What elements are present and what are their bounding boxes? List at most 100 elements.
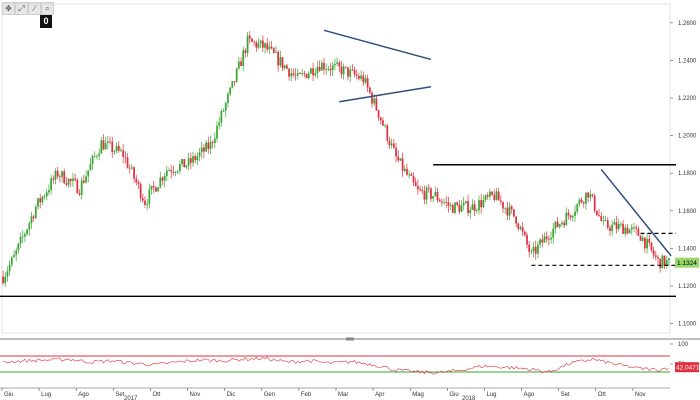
candle — [286, 64, 288, 70]
candle-body — [517, 223, 520, 229]
pencil-icon[interactable]: ∕ — [28, 2, 41, 15]
rsi-line — [2, 356, 670, 375]
candle — [78, 189, 81, 197]
candle — [318, 60, 321, 72]
candle-body — [4, 276, 7, 284]
candle — [277, 50, 280, 72]
candle — [519, 225, 522, 231]
candle-body — [384, 125, 386, 127]
candle-body — [100, 140, 103, 154]
candle — [52, 175, 55, 185]
candle-body — [65, 183, 68, 185]
candle — [567, 209, 570, 220]
candle — [240, 57, 242, 67]
candle — [408, 169, 411, 179]
candle-body — [200, 147, 203, 153]
candle-body — [473, 204, 476, 211]
candle-body — [13, 255, 15, 258]
y-tick-label: 1.1200 — [678, 284, 697, 290]
candle — [639, 235, 642, 241]
candle — [419, 185, 421, 192]
candle — [342, 63, 345, 80]
candle — [489, 188, 491, 201]
candle — [650, 242, 653, 253]
candle — [451, 203, 454, 214]
candle — [310, 67, 312, 74]
price-grid — [0, 3, 700, 341]
candle — [227, 91, 229, 108]
candle-body — [382, 120, 384, 126]
candle-body — [438, 199, 441, 202]
candle-body — [510, 206, 513, 210]
candle — [93, 151, 96, 158]
candle — [264, 42, 266, 54]
search-icon[interactable]: ⌕ — [41, 2, 54, 15]
candle — [257, 38, 260, 50]
candle-body — [325, 69, 328, 70]
candle — [360, 70, 362, 81]
candle-body — [482, 199, 485, 208]
candle — [165, 166, 168, 182]
candle — [320, 60, 323, 71]
candle-body — [392, 143, 395, 148]
candle-body — [639, 235, 642, 241]
candle-body — [561, 222, 563, 225]
candle — [595, 210, 598, 217]
candle — [543, 232, 546, 243]
candle-body — [338, 62, 341, 67]
candle — [403, 165, 406, 173]
candle-body — [552, 228, 555, 238]
candle-body — [292, 73, 295, 75]
candle — [172, 165, 175, 176]
move-icon[interactable]: ✥ — [2, 2, 15, 15]
candle-body — [585, 192, 587, 204]
candle-body — [344, 66, 347, 68]
candle — [458, 199, 461, 214]
month-label: Lug — [41, 392, 51, 398]
candle-body — [198, 152, 201, 157]
zoom-icon[interactable]: ⤢ — [15, 2, 28, 15]
candle-body — [458, 204, 461, 212]
candle — [657, 254, 659, 265]
candle-body — [213, 138, 216, 144]
candle — [216, 121, 218, 143]
candle — [327, 65, 330, 72]
candle-body — [203, 147, 205, 152]
candle — [569, 214, 572, 221]
candle-body — [401, 158, 404, 171]
month-label: Ott — [152, 392, 160, 398]
candle-body — [10, 257, 13, 265]
candle-body — [320, 62, 323, 71]
candle-body — [606, 220, 609, 228]
candle-body — [539, 239, 541, 245]
candle — [222, 108, 225, 113]
candle — [266, 37, 269, 53]
candle — [135, 174, 138, 186]
candle-body — [91, 155, 94, 164]
candle-body — [80, 180, 83, 195]
candle — [652, 246, 655, 259]
candle-body — [489, 191, 491, 197]
candle — [58, 173, 61, 183]
candle — [251, 37, 253, 43]
candle-body — [152, 185, 155, 188]
candle — [133, 166, 135, 183]
candle — [593, 193, 596, 214]
candle-body — [550, 237, 552, 240]
panel-splitter — [346, 337, 354, 341]
candle-body — [595, 210, 598, 216]
candle — [661, 254, 664, 269]
candle — [508, 202, 511, 221]
candle-body — [368, 87, 371, 93]
candle-body — [85, 176, 87, 183]
candle — [61, 170, 63, 183]
candle-body — [272, 48, 275, 53]
candle — [412, 172, 415, 187]
candle — [111, 136, 114, 158]
candle-body — [43, 196, 46, 198]
candle-body — [447, 202, 450, 206]
candle — [344, 66, 347, 69]
candle — [205, 140, 207, 152]
candle-body — [307, 73, 310, 79]
